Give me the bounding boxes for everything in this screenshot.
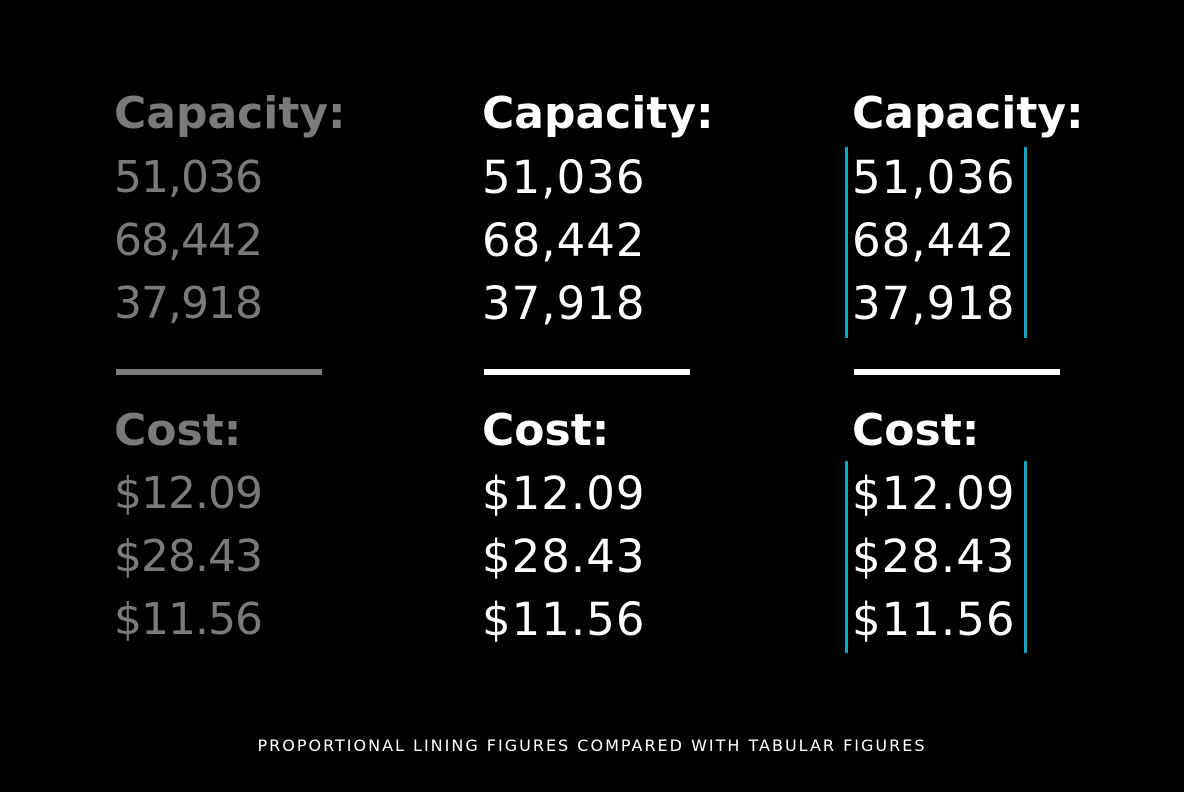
divider-rule [854, 369, 1060, 375]
cost-value: $28.43 [482, 530, 646, 583]
capacity-value: 68,442 [114, 215, 263, 266]
cost-value: $12.09 [852, 467, 1016, 520]
capacity-value: 51,036 [114, 152, 263, 203]
capacity-value: 37,918 [482, 277, 646, 330]
capacity-heading: Capacity: [852, 88, 1084, 139]
capacity-value: 51,036 [852, 151, 1016, 204]
capacity-value: 37,918 [114, 278, 263, 329]
cost-value: $12.09 [482, 467, 646, 520]
cost-heading: Cost: [482, 405, 610, 456]
divider-rule [116, 369, 322, 375]
caption: PROPORTIONAL LINING FIGURES COMPARED WIT… [257, 736, 927, 755]
cost-value: $11.56 [114, 594, 263, 645]
alignment-guide-left [845, 147, 848, 338]
cost-value: $11.56 [852, 593, 1016, 646]
alignment-guide-right [1024, 461, 1027, 653]
capacity-heading: Capacity: [114, 88, 346, 139]
alignment-guide-right [1024, 147, 1027, 338]
capacity-value: 51,036 [482, 151, 646, 204]
cost-value: $11.56 [482, 593, 646, 646]
cost-heading: Cost: [114, 405, 242, 456]
cost-heading: Cost: [852, 405, 980, 456]
cost-value: $28.43 [114, 531, 263, 582]
capacity-value: 68,442 [482, 214, 646, 267]
cost-value: $28.43 [852, 530, 1016, 583]
alignment-guide-left [845, 461, 848, 653]
cost-value: $12.09 [114, 468, 263, 519]
capacity-value: 37,918 [852, 277, 1016, 330]
capacity-value: 68,442 [852, 214, 1016, 267]
capacity-heading: Capacity: [482, 88, 714, 139]
divider-rule [484, 369, 690, 375]
